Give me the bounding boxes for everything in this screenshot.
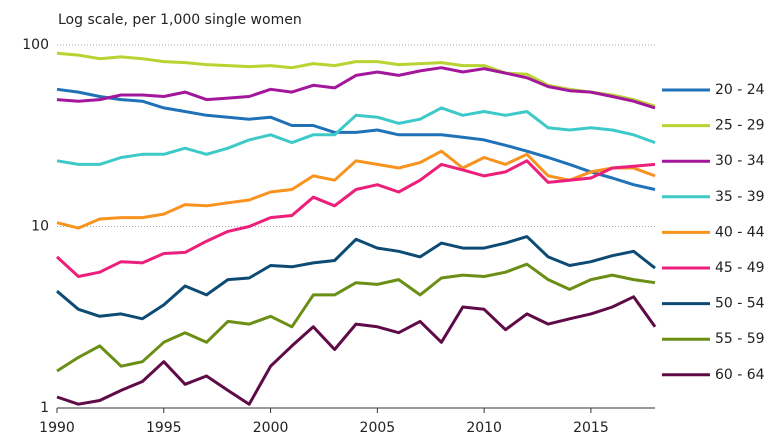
x-tick-label: 2010 bbox=[466, 420, 502, 436]
series-line bbox=[56, 295, 657, 406]
series-line bbox=[56, 66, 656, 110]
x-tick-label: 1990 bbox=[39, 420, 75, 436]
x-tick-label: 2000 bbox=[253, 420, 289, 436]
legend-label: 50 - 54 bbox=[715, 296, 765, 312]
y-tick-label: 100 bbox=[22, 37, 49, 53]
legend-label: 30 - 34 bbox=[715, 153, 765, 169]
series-line bbox=[56, 106, 656, 166]
legend-label: 55 - 59 bbox=[715, 331, 765, 347]
x-tick-label: 2005 bbox=[360, 420, 396, 436]
legend-label: 45 - 49 bbox=[715, 260, 765, 276]
series-line bbox=[55, 159, 656, 278]
x-tick-label: 1995 bbox=[146, 420, 182, 436]
legend-label: 25 - 29 bbox=[715, 118, 765, 134]
series-line bbox=[56, 51, 656, 108]
y-axis-label: Log scale, per 1,000 single women bbox=[58, 12, 302, 28]
series-line bbox=[56, 262, 656, 373]
legend-label: 60 - 64 bbox=[715, 367, 765, 383]
series-line bbox=[56, 87, 656, 191]
x-tick-label: 2015 bbox=[573, 420, 609, 436]
legend-label: 20 - 24 bbox=[715, 82, 765, 98]
series-line bbox=[56, 149, 656, 230]
series-line bbox=[56, 235, 656, 321]
legend-label: 35 - 39 bbox=[715, 189, 765, 205]
y-tick-label: 1 bbox=[40, 400, 49, 416]
legend-label: 40 - 44 bbox=[715, 224, 765, 240]
y-tick-label: 10 bbox=[31, 219, 49, 235]
